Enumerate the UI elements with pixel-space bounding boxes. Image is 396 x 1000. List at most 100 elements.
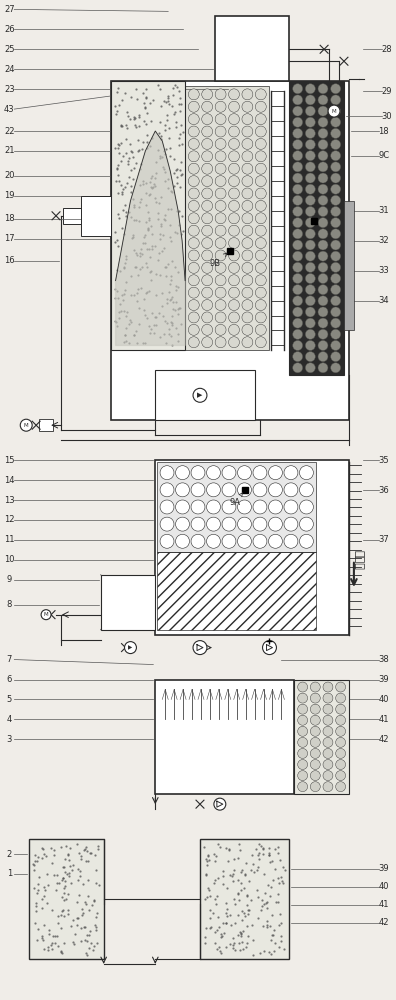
Point [119,184,125,200]
Point [218,945,225,961]
Circle shape [215,337,226,348]
Point [217,926,224,942]
Point [74,861,81,877]
Circle shape [242,287,253,298]
Point [124,104,130,120]
Point [137,191,144,207]
Circle shape [268,500,282,514]
Point [44,895,51,911]
Point [265,877,271,893]
Circle shape [293,329,303,339]
Point [143,185,149,201]
Point [130,327,137,343]
Point [238,864,244,880]
Point [276,939,282,955]
Circle shape [318,273,328,283]
Point [268,946,274,962]
Point [86,940,93,956]
Circle shape [242,188,253,199]
Point [59,903,65,919]
Circle shape [293,106,303,116]
Point [125,153,131,169]
Circle shape [331,229,341,239]
Point [118,117,124,133]
Point [128,209,135,225]
Circle shape [255,262,266,273]
Point [212,924,218,940]
Point [243,939,249,955]
Circle shape [305,352,315,362]
Point [143,285,149,301]
Point [158,216,164,232]
Point [130,227,137,243]
Point [127,136,133,152]
Point [163,268,169,284]
Circle shape [242,89,253,100]
Circle shape [331,240,341,250]
Point [131,199,137,215]
Point [65,906,71,922]
Point [156,245,162,261]
Circle shape [336,704,346,714]
Point [125,108,131,124]
Point [207,888,213,904]
Text: 22: 22 [4,127,15,136]
Point [41,941,48,957]
Circle shape [228,200,240,211]
Point [137,280,144,296]
Circle shape [191,483,205,497]
Point [237,924,243,940]
Point [133,259,139,275]
Point [34,885,40,901]
Circle shape [242,250,253,261]
Text: 16: 16 [4,256,15,265]
Text: 2: 2 [7,850,12,859]
Point [267,888,273,904]
Circle shape [318,95,328,105]
Point [62,864,69,880]
Point [239,912,245,928]
Point [208,919,215,935]
Point [158,131,165,147]
Point [144,105,150,121]
Circle shape [242,151,253,162]
Point [129,230,135,246]
Point [69,862,76,878]
Point [238,882,244,898]
Point [177,103,183,119]
Point [140,176,147,192]
Point [148,241,155,257]
Point [52,928,58,944]
Point [202,891,208,907]
Circle shape [160,534,174,548]
Point [128,184,135,200]
Bar [29,839,104,959]
Point [143,255,149,271]
Circle shape [298,704,308,714]
Point [149,168,155,184]
Circle shape [202,238,213,249]
Circle shape [331,95,341,105]
Point [159,243,166,259]
Point [112,234,118,250]
Point [120,259,127,275]
Point [138,241,145,257]
Circle shape [202,225,213,236]
Point [65,902,71,918]
Point [136,199,142,215]
Point [115,206,122,222]
Point [130,191,136,207]
Circle shape [228,151,240,162]
Point [240,941,246,957]
Circle shape [293,195,303,205]
Point [48,902,55,918]
Point [171,104,178,120]
Text: 37: 37 [378,535,389,544]
Bar [185,86,270,350]
Text: 18: 18 [378,127,389,136]
Point [166,321,172,337]
Point [176,130,183,146]
Bar [215,16,289,81]
Point [257,838,264,854]
Point [166,284,172,300]
